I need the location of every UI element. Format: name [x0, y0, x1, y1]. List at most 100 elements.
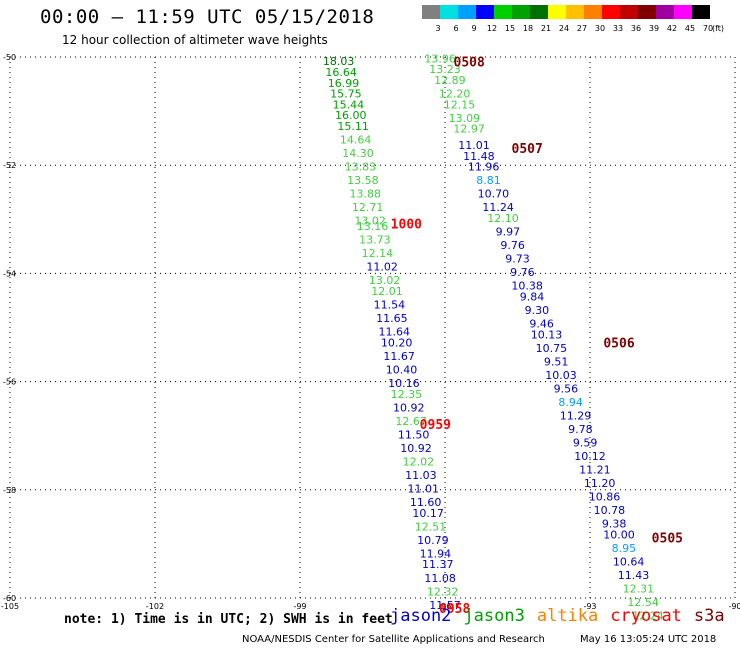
swh-value-label: 10.03: [545, 369, 577, 382]
colorbar-swatch: [638, 5, 656, 19]
swh-value-label: 9.78: [568, 423, 593, 436]
colorbar-label: 36: [631, 24, 641, 33]
swh-value-label: 16.64: [325, 66, 357, 79]
swh-value-label: 12.54: [627, 596, 659, 609]
swh-value-label: 12.15: [444, 98, 476, 111]
swh-value-label: 11.03: [405, 469, 437, 482]
colorbar-label: 15: [505, 24, 515, 33]
colorbar-swatch: [602, 5, 620, 19]
swh-value-label: 11.64: [379, 326, 411, 339]
colorbar-swatch: [458, 5, 476, 19]
y-tick-label: -50: [3, 53, 16, 62]
colorbar-unit: (ft): [712, 24, 724, 33]
swh-value-label: 13.88: [350, 188, 382, 201]
y-tick-label: -52: [3, 161, 16, 170]
swh-value-label: 9.46: [529, 318, 554, 331]
swh-value-label: 12.89: [434, 74, 466, 87]
swh-value-label: 11.29: [560, 409, 592, 422]
swh-value-label: 9.59: [573, 437, 598, 450]
swh-value-label: 11.01: [458, 139, 490, 152]
colorbar-swatch: [620, 5, 638, 19]
colorbar-swatch: [566, 5, 584, 19]
swh-value-label: 11.94: [420, 547, 452, 560]
swh-value-label: 13.83: [345, 161, 377, 174]
swh-value-label: 14.30: [342, 147, 374, 160]
swh-value-label: 12.31: [623, 583, 655, 596]
x-tick-label: -93: [583, 602, 596, 611]
colorbar-label: 33: [613, 24, 623, 33]
page-title: 00:00 – 11:59 UTC 05/15/2018: [40, 6, 375, 28]
swh-value-label: 11.43: [618, 569, 650, 582]
legend-entry-altika: altika: [536, 606, 599, 626]
swh-value-label: 10.12: [574, 450, 606, 463]
swh-value-label: 13.23: [429, 63, 461, 76]
swh-value-label: 10.20: [381, 336, 413, 349]
swh-value-label: 11.67: [383, 350, 415, 363]
swh-value-label: 10.78: [594, 504, 626, 517]
colorbar-swatch: [512, 5, 530, 19]
colorbar-label: 70: [703, 24, 713, 33]
swh-value-label: 12.20: [439, 88, 471, 101]
colorbar-label: 27: [577, 24, 587, 33]
colorbar-swatch: [476, 5, 494, 19]
colorbar-swatch: [674, 5, 692, 19]
generated-timestamp: May 16 13:05:24 UTC 2018: [580, 634, 717, 645]
swh-value-label: 11.20: [584, 477, 616, 490]
colorbar-swatch: [422, 5, 440, 19]
swh-value-label: 9.73: [505, 253, 530, 266]
swh-value-label: 11.08: [424, 572, 456, 585]
swh-value-label: 15.11: [337, 120, 369, 133]
swh-value-label: 11.54: [374, 299, 406, 312]
swh-value-label: 15.44: [333, 98, 365, 111]
colorbar-label: 9: [471, 24, 476, 33]
swh-value-label: 12.14: [362, 247, 394, 260]
swh-value-label: 12.01: [371, 285, 403, 298]
y-tick-label: -54: [3, 269, 16, 278]
colorbar-swatch: [656, 5, 674, 19]
swh-value-label: 13.16: [357, 220, 389, 233]
swh-value-label: 10.70: [478, 188, 510, 201]
swh-value-label: 10.92: [393, 401, 425, 414]
footer-note: note: 1) Time is in UTC; 2) SWH is in fe…: [64, 612, 393, 627]
swh-value-label: 12.24: [632, 610, 664, 623]
swh-value-label: 18.03: [323, 55, 355, 68]
swh-value-label: 12.32: [427, 585, 459, 598]
pass-time-label: 0508: [454, 55, 485, 70]
swh-value-label: 11.48: [463, 150, 495, 163]
legend-entry-jason2: jason2: [390, 606, 452, 626]
swh-value-label: 11.37: [422, 558, 454, 571]
swh-value-label: 9.38: [602, 518, 627, 531]
swh-value-label: 10.40: [386, 363, 418, 376]
pass-time-label: 0506: [603, 337, 634, 352]
pass-time-label: 0959: [420, 418, 451, 433]
x-tick-label: -105: [1, 602, 19, 611]
pass-time-label: 0505: [652, 531, 683, 546]
pass-time-label: 0507: [512, 142, 543, 157]
swh-value-label: 11.01: [408, 483, 440, 496]
legend-entry-s3a: s3a: [693, 606, 725, 626]
swh-value-label: 12.71: [352, 201, 384, 214]
swh-value-label: 9.76: [510, 266, 535, 279]
satellite-legend: jason2 jason3 altika cryosat s3a: [390, 606, 737, 626]
y-tick-label: -60: [3, 594, 16, 603]
colorbar-swatch: [692, 5, 710, 19]
swh-value-label: 11.65: [376, 312, 408, 325]
x-tick-label: -99: [293, 602, 306, 611]
swh-value-label: 11.21: [579, 464, 611, 477]
swh-value-label: 12.51: [415, 520, 447, 533]
swh-value-label: 10.92: [400, 442, 432, 455]
colorbar-swatch: [548, 5, 566, 19]
swh-value-label: 12.97: [453, 123, 485, 136]
swh-value-label: 13.73: [359, 234, 391, 247]
swh-value-label: 11.96: [468, 161, 500, 174]
swh-value-label: 13.02: [354, 215, 386, 228]
swh-value-label: 10.64: [613, 556, 645, 569]
colorbar-swatch: [584, 5, 602, 19]
colorbar-swatch: [530, 5, 548, 19]
swh-value-label: 11.24: [482, 201, 514, 214]
colorbar-label: 3: [435, 24, 440, 33]
swh-value-label: 12.02: [403, 455, 435, 468]
swh-value-label: 10.86: [589, 491, 621, 504]
x-tick-label: -90: [728, 602, 740, 611]
